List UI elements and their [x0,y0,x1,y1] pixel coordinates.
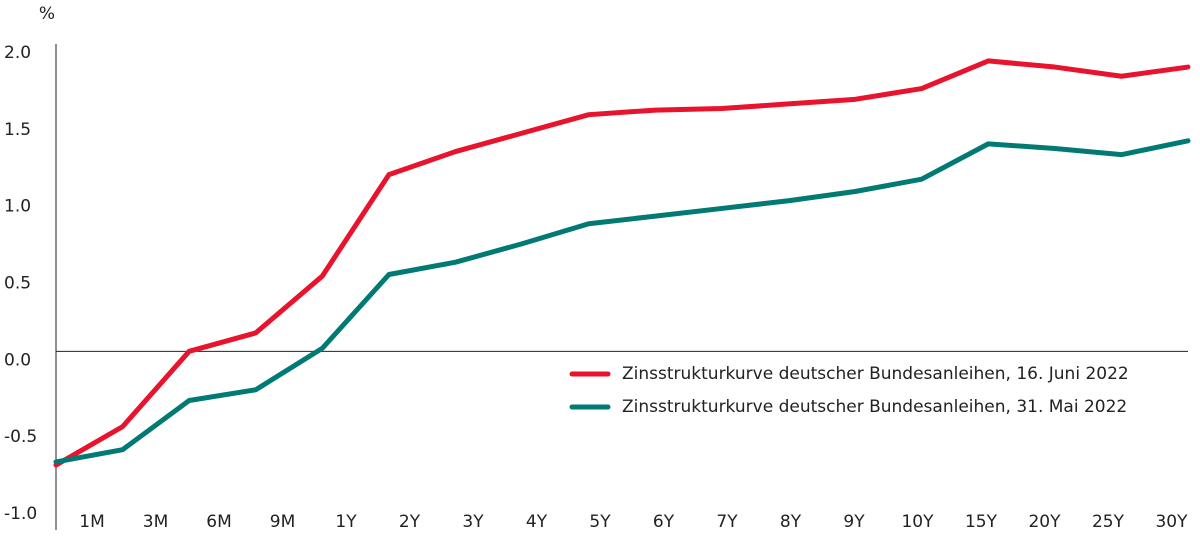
x-tick-label: 1Y [335,512,357,532]
x-tick-label: 6M [206,512,231,532]
series-line [53,58,1191,468]
x-tick-label: 15Y [965,512,998,532]
y-tick-label: 1.5 [4,120,31,140]
y-tick-label: 0.0 [4,350,31,370]
x-tick-label: 6Y [653,512,675,532]
x-tick-label: 1M [79,512,104,532]
x-tick-label: 7Y [716,512,738,532]
x-tick-label: 25Y [1092,512,1125,532]
x-tick-label: 5Y [589,512,611,532]
y-tick-label: 2.0 [4,43,31,63]
y-tick-label: 1.0 [4,197,31,217]
x-tick-label: 3Y [462,512,484,532]
x-tick-label: 3M [143,512,168,532]
x-tick-label: 10Y [901,512,934,532]
x-tick-label: 2Y [399,512,421,532]
y-tick-label: 0.5 [4,274,31,294]
x-tick-label: 4Y [526,512,548,532]
legend-label: Zinsstrukturkurve deutscher Bundesanleih… [622,364,1129,384]
x-tick-label: 30Y [1155,512,1188,532]
y-tick-label: -1.0 [4,504,37,524]
x-tick-label: 8Y [780,512,802,532]
y-tick-label: -0.5 [4,427,37,447]
y-axis-label: % [39,4,55,24]
series-line [53,138,1191,465]
legend-label: Zinsstrukturkurve deutscher Bundesanleih… [622,397,1127,417]
x-tick-label: 9Y [843,512,865,532]
x-tick-label: 9M [270,512,295,532]
x-tick-label: 20Y [1028,512,1061,532]
